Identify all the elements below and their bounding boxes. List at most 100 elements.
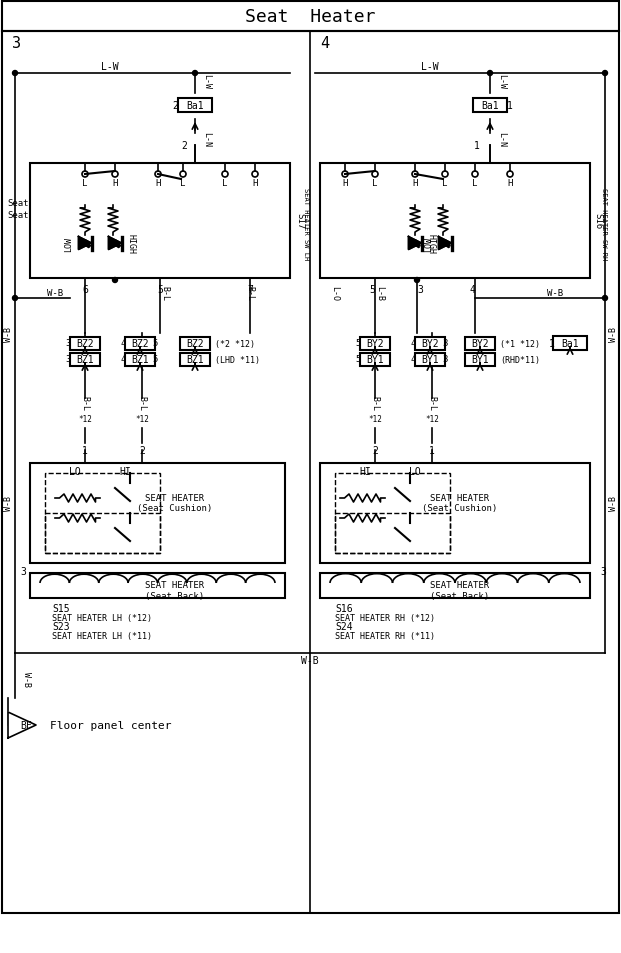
Text: BY2: BY2 bbox=[421, 338, 439, 349]
Text: (Seat Cushion): (Seat Cushion) bbox=[137, 504, 212, 513]
Polygon shape bbox=[8, 712, 36, 739]
Text: 4: 4 bbox=[410, 355, 415, 364]
Text: H: H bbox=[155, 179, 161, 189]
Text: 3: 3 bbox=[65, 355, 71, 364]
Text: 3: 3 bbox=[442, 339, 447, 348]
Text: 3: 3 bbox=[600, 566, 606, 577]
Text: (Seat Back): (Seat Back) bbox=[145, 591, 204, 599]
Text: 4: 4 bbox=[320, 36, 329, 51]
Text: W-B: W-B bbox=[4, 326, 12, 341]
Bar bbox=[30, 463, 285, 563]
Text: 3: 3 bbox=[12, 36, 21, 51]
Text: L: L bbox=[373, 179, 378, 189]
Text: H: H bbox=[252, 179, 258, 189]
Text: 1: 1 bbox=[82, 446, 88, 456]
Text: 5: 5 bbox=[152, 355, 157, 364]
Text: Ba1: Ba1 bbox=[186, 101, 204, 111]
Text: (RHD*11): (RHD*11) bbox=[500, 355, 540, 364]
Text: B-L: B-L bbox=[160, 286, 170, 301]
Text: BY2: BY2 bbox=[471, 338, 489, 349]
Text: 6: 6 bbox=[82, 285, 88, 294]
Circle shape bbox=[12, 71, 17, 76]
Text: L: L bbox=[180, 179, 186, 189]
Text: B-L: B-L bbox=[137, 396, 147, 411]
Text: Floor panel center: Floor panel center bbox=[50, 720, 171, 730]
Text: SEAT HEATER SW LH: SEAT HEATER SW LH bbox=[303, 188, 309, 260]
Text: W-B: W-B bbox=[4, 496, 12, 511]
Bar bbox=[473, 99, 507, 112]
Text: L-W: L-W bbox=[202, 74, 211, 90]
Text: B-L: B-L bbox=[427, 396, 437, 411]
Text: 3: 3 bbox=[417, 285, 423, 294]
Text: Ba1: Ba1 bbox=[481, 101, 499, 111]
Polygon shape bbox=[438, 237, 451, 251]
Text: 7: 7 bbox=[247, 285, 253, 294]
Bar bbox=[335, 514, 450, 554]
Text: 1: 1 bbox=[474, 141, 480, 151]
Text: *12: *12 bbox=[135, 416, 149, 424]
Text: W-B: W-B bbox=[609, 326, 617, 341]
Text: H: H bbox=[342, 179, 348, 189]
Bar bbox=[30, 164, 290, 278]
Text: BF: BF bbox=[20, 720, 32, 730]
Text: S15: S15 bbox=[52, 603, 70, 614]
Text: LO: LO bbox=[69, 467, 81, 476]
Text: L-W: L-W bbox=[497, 74, 506, 90]
Text: Seat  Heater: Seat Heater bbox=[245, 8, 375, 26]
Text: SEAT HEATER: SEAT HEATER bbox=[145, 581, 204, 590]
Circle shape bbox=[193, 71, 197, 76]
Text: 5: 5 bbox=[355, 355, 361, 364]
Text: HIGH: HIGH bbox=[427, 233, 435, 253]
Text: BZ2: BZ2 bbox=[76, 338, 94, 349]
Text: L-N: L-N bbox=[202, 132, 211, 147]
Text: (*1 *12): (*1 *12) bbox=[500, 339, 540, 348]
Bar bbox=[465, 337, 495, 350]
Text: H: H bbox=[507, 179, 513, 189]
Text: 4: 4 bbox=[469, 285, 475, 294]
Text: (Seat Back): (Seat Back) bbox=[430, 591, 489, 599]
Text: W-B: W-B bbox=[22, 671, 31, 686]
Text: Seat: Seat bbox=[7, 199, 29, 209]
Bar bbox=[45, 514, 160, 554]
Text: 4: 4 bbox=[410, 339, 415, 348]
Bar bbox=[553, 336, 587, 351]
Text: SEAT HEATER: SEAT HEATER bbox=[145, 494, 204, 503]
Text: HI: HI bbox=[359, 467, 371, 476]
Text: *12: *12 bbox=[425, 416, 439, 424]
Text: 1: 1 bbox=[549, 338, 555, 349]
Text: L-N: L-N bbox=[497, 132, 506, 147]
Bar bbox=[465, 354, 495, 366]
Text: W-B: W-B bbox=[609, 496, 617, 511]
Text: (LHD *11): (LHD *11) bbox=[215, 355, 260, 364]
Text: *12: *12 bbox=[368, 416, 382, 424]
Text: BZ1: BZ1 bbox=[186, 355, 204, 365]
Text: SEAT HEATER LH (*11): SEAT HEATER LH (*11) bbox=[52, 631, 152, 639]
Text: BY2: BY2 bbox=[366, 338, 384, 349]
Text: W-B: W-B bbox=[301, 656, 319, 665]
Text: S16: S16 bbox=[594, 213, 602, 229]
Text: LOW: LOW bbox=[65, 236, 73, 252]
Bar bbox=[320, 463, 590, 563]
Text: W-B: W-B bbox=[547, 289, 563, 298]
Text: BZ2: BZ2 bbox=[131, 338, 149, 349]
Circle shape bbox=[487, 71, 492, 76]
Bar bbox=[70, 337, 100, 350]
Text: 2: 2 bbox=[139, 446, 145, 456]
Text: SEAT HEATER RH (*11): SEAT HEATER RH (*11) bbox=[335, 631, 435, 639]
Text: *12: *12 bbox=[78, 416, 92, 424]
Text: H: H bbox=[112, 179, 118, 189]
Text: 5: 5 bbox=[355, 339, 361, 348]
Text: BY1: BY1 bbox=[471, 355, 489, 365]
Circle shape bbox=[414, 278, 420, 283]
Text: H: H bbox=[412, 179, 418, 189]
Bar bbox=[320, 574, 590, 598]
Text: S16: S16 bbox=[335, 603, 353, 614]
Text: 5: 5 bbox=[152, 339, 157, 348]
Bar bbox=[125, 354, 155, 366]
Polygon shape bbox=[109, 237, 122, 251]
Text: S24: S24 bbox=[335, 621, 353, 631]
Text: B-L: B-L bbox=[371, 396, 379, 411]
Bar bbox=[320, 164, 590, 278]
Text: BZ2: BZ2 bbox=[186, 338, 204, 349]
Text: 4: 4 bbox=[120, 339, 125, 348]
